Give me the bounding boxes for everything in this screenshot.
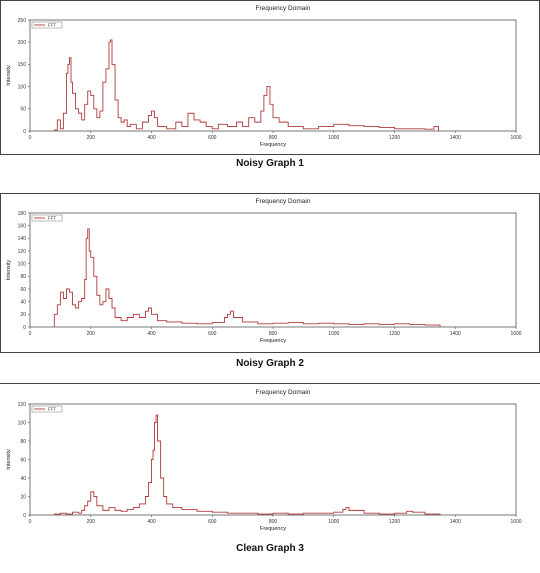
series-line-fft [53,39,439,131]
x-tick-label: 200 [87,135,96,141]
chart-title: Frequency Domain [256,198,311,205]
x-tick-label: 1200 [389,519,400,525]
x-tick-label: 400 [147,135,156,141]
y-tick-label: 20 [20,494,26,500]
legend-box [31,214,63,222]
y-tick-label: 0 [23,513,26,519]
chart-caption: Noisy Graph 1 [236,158,304,169]
x-tick-label: 1600 [510,135,521,141]
y-tick-label: 60 [20,457,26,463]
x-axis-label: Frequency [260,338,286,344]
legend-label: FFT [48,407,56,412]
series-line-fft [53,414,441,515]
x-tick-label: 1000 [328,331,339,337]
x-axis-label: Frequency [260,526,286,532]
x-tick-label: 1200 [389,135,400,141]
y-tick-label: 160 [18,223,27,229]
x-tick-label: 0 [29,135,32,141]
y-axis-label: Intensity [6,260,12,281]
x-tick-label: 0 [29,519,32,525]
y-tick-label: 140 [18,236,27,242]
x-tick-label: 1400 [450,331,461,337]
y-tick-label: 180 [18,211,27,217]
y-tick-label: 40 [20,299,26,305]
chart-title: Frequency Domain [256,389,311,396]
x-tick-label: 800 [269,135,278,141]
x-axis-label: Frequency [260,142,286,148]
x-tick-label: 0 [29,331,32,337]
y-tick-label: 100 [18,420,27,426]
legend-label: FFT [48,216,56,221]
y-tick-label: 100 [18,261,27,267]
y-tick-label: 200 [18,40,27,46]
y-tick-label: 50 [20,107,26,113]
x-tick-label: 800 [269,331,278,337]
y-tick-label: 40 [20,476,26,482]
x-tick-label: 600 [208,331,217,337]
y-tick-label: 250 [18,18,27,24]
y-tick-label: 80 [20,274,26,280]
x-tick-label: 400 [147,331,156,337]
y-tick-label: 150 [18,62,27,68]
x-tick-label: 800 [269,519,278,525]
series-line-fft [53,228,441,327]
legend-box [31,21,63,29]
x-tick-label: 1400 [450,519,461,525]
legend-box [31,405,63,413]
y-tick-label: 120 [18,402,27,408]
x-tick-label: 200 [87,519,96,525]
x-tick-label: 1200 [389,331,400,337]
y-axis-label: Intensity [6,449,12,470]
x-tick-label: 1000 [328,135,339,141]
x-tick-label: 600 [208,135,217,141]
x-tick-label: 1600 [510,519,521,525]
x-tick-label: 400 [147,519,156,525]
y-tick-label: 20 [20,312,26,318]
plot-area [29,403,517,516]
y-tick-label: 120 [18,249,27,255]
y-tick-label: 0 [23,129,26,135]
chart-caption: Clean Graph 3 [236,543,304,554]
x-tick-label: 1400 [450,135,461,141]
legend-label: FFT [48,23,56,28]
chart-caption: Noisy Graph 2 [236,358,304,369]
y-tick-label: 80 [20,439,26,445]
x-tick-label: 600 [208,519,217,525]
plot-area [29,212,517,328]
y-tick-label: 0 [23,325,26,331]
y-tick-label: 60 [20,287,26,293]
x-tick-label: 1000 [328,519,339,525]
chart-title: Frequency Domain [256,5,311,12]
y-axis-label: Intensity [6,65,12,86]
x-tick-label: 200 [87,331,96,337]
y-tick-label: 100 [18,84,27,90]
x-tick-label: 1600 [510,331,521,337]
